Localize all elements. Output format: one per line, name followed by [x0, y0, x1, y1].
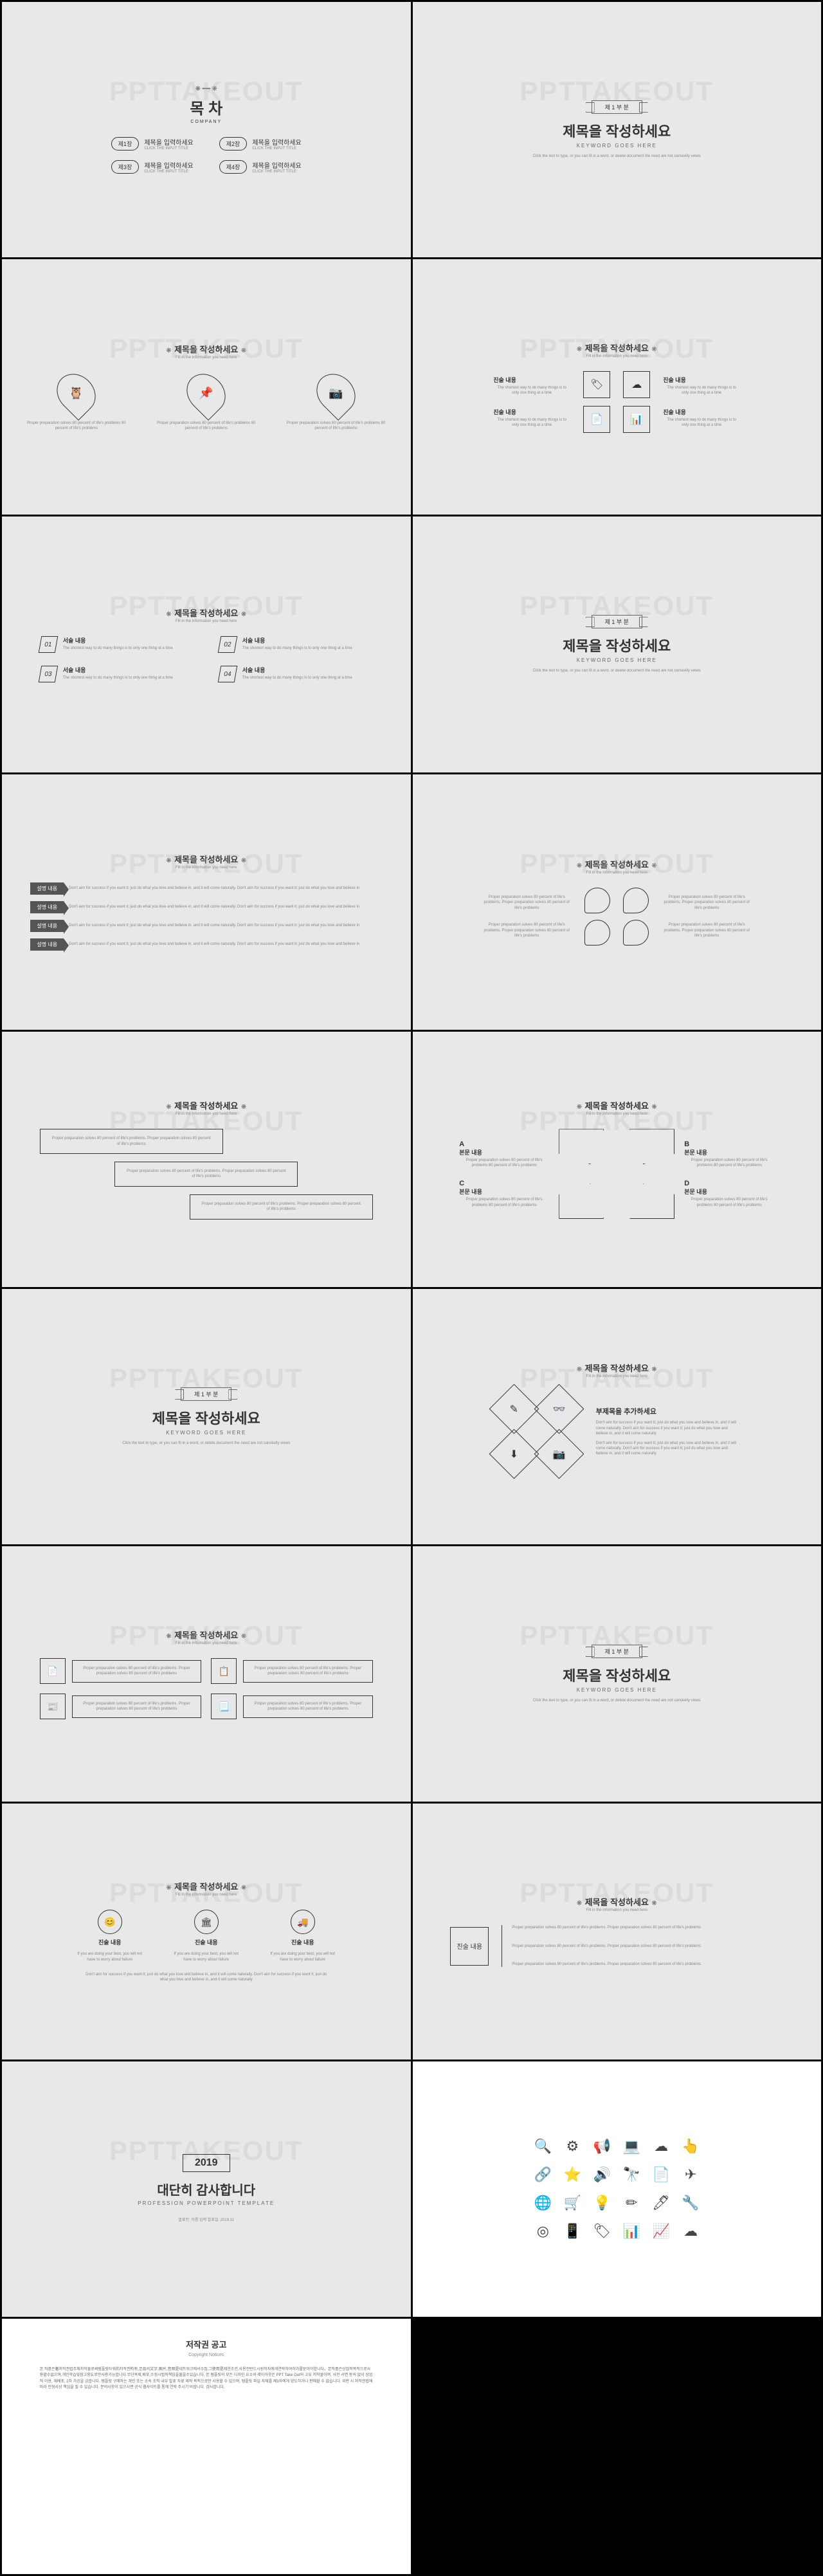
slide-blank	[413, 2319, 822, 2574]
circle-icon	[623, 920, 649, 945]
trend-icon: 📈	[652, 2223, 670, 2240]
slide-bracket: PPTTAKEOUT ❋ 제목을 작성하세요 ❋Fill in the info…	[413, 1804, 822, 2059]
thanks-title: 대단히 감사합니다	[157, 2180, 255, 2198]
copyright-title: 저작권 공고	[186, 2338, 226, 2350]
link-icon: 🔗	[534, 2166, 552, 2183]
toc-item: 제4장제목을 입력하세요CLICK THE INPUT TITLE	[219, 160, 302, 174]
tag-icon: 🏷	[593, 2223, 611, 2240]
toc-grid: 제1장제목을 입력하세요CLICK THE INPUT TITLE 제2장제목을…	[111, 137, 302, 174]
slide-steps: PPTTAKEOUT ❋ 제목을 작성하세요 ❋Fill in the info…	[2, 1032, 411, 1287]
slide-pins: PPTTAKEOUT ❋ 제목을 작성하세요 ❋Fill in the info…	[2, 259, 411, 515]
step-box: Proper preparation solves 80 percent of …	[40, 1129, 223, 1154]
icon-box: ☁	[623, 371, 650, 398]
cart-icon: 🛒	[563, 2195, 581, 2211]
icon-box: 🏷	[583, 371, 610, 398]
section-desc: Click the text to type, or you can fit i…	[533, 154, 701, 159]
diamond-icon: 👓	[534, 1384, 584, 1434]
wrench-icon: 🔧	[682, 2195, 700, 2211]
pin-icon: 🦉	[49, 366, 104, 421]
slide-thanks: PPTTAKEOUT 2019 대단히 감사합니다 PROFESSION POW…	[2, 2061, 411, 2317]
toc-sub: COMPANY	[190, 120, 222, 124]
keyword: KEYWORD GOES HERE	[577, 143, 657, 149]
bracket-box: 진술 내용	[450, 1927, 489, 1966]
step-box: Proper preparation solves 80 percent of …	[114, 1162, 298, 1187]
pencil-icon: ✏	[622, 2195, 640, 2211]
diamond-icon: ✎	[489, 1384, 539, 1434]
slide-section2: PPTTAKEOUT 제 1 부 분 제목을 작성하세요 KEYWORD GOE…	[413, 516, 822, 772]
toc-title: 목 차	[190, 96, 222, 118]
diamond-icon: ⬇	[489, 1429, 539, 1479]
slide-icons3: PPTTAKEOUT ❋ 제목을 작성하세요 ❋Fill in the info…	[2, 1804, 411, 2059]
copyright-body: 본 작품은著저작권법주체저작물로써템플릿타워的저작권所有,본品의文字,图片,音频…	[40, 2367, 373, 2391]
pin-icon: 📷	[309, 366, 363, 421]
gear-icon: ⚙	[563, 2138, 581, 2155]
ribbon: 제 1 부 분	[592, 100, 642, 114]
slide-numbered: PPTTAKEOUT ❋ 제목을 작성하세요 ❋Fill in the info…	[2, 516, 411, 772]
icon-grid: 🔍 ⚙ 📢 💻 ☁ 👆 🔗 ⭐ 🔊 🔭 📄 ✈ 🌐 🛒 💡 ✏ 🖊 🔧 ◎ 📱 …	[534, 2138, 700, 2240]
slide-abcd: PPTTAKEOUT ❋ 제목을 작성하세요 ❋Fill in the info…	[413, 1032, 822, 1287]
step-box: Proper preparation solves 80 percent of …	[190, 1194, 373, 1219]
slide-boxes: PPTTAKEOUT ❋ 제목을 작성하세요 ❋Fill in the info…	[2, 1546, 411, 1802]
cloud-icon: ☁	[652, 2138, 670, 2155]
icon-box: 📄	[583, 406, 610, 433]
year-ribbon: 2019	[183, 2154, 230, 2172]
slide-labels: PPTTAKEOUT ❋ 제목을 작성하세요 ❋Fill in the info…	[2, 774, 411, 1030]
slide-section4: PPTTAKEOUT 제 1 부 분 제목을 작성하세요 KEYWORD GOE…	[413, 1546, 822, 1802]
diamond-icon: 📷	[534, 1429, 584, 1479]
toc-item: 제3장제목을 입력하세요CLICK THE INPUT TITLE	[111, 160, 194, 174]
target-icon: ◎	[534, 2223, 552, 2240]
icon-box: 📊	[623, 406, 650, 433]
search-icon: 🔍	[534, 2138, 552, 2155]
pointer-icon: 👆	[682, 2138, 700, 2155]
toc-item: 제2장제목을 입력하세요CLICK THE INPUT TITLE	[219, 137, 302, 151]
deco: ❋ ━━ ❋	[195, 86, 217, 93]
laptop-icon: 💻	[622, 2138, 640, 2155]
slide-toc: PPTTAKEOUT ❋ ━━ ❋ 목 차 COMPANY 제1장제목을 입력하…	[2, 2, 411, 257]
document-icon: 📄	[652, 2166, 670, 2183]
toc-item: 제1장제목을 입력하세요CLICK THE INPUT TITLE	[111, 137, 194, 151]
circle-icon	[623, 888, 649, 913]
circle-icon	[584, 920, 610, 945]
pin-icon: 📌	[179, 366, 233, 421]
slide-section3: PPTTAKEOUT 제 1 부 분 제목을 작성하세요 KEYWORD GOE…	[2, 1289, 411, 1544]
arrows-cross	[559, 1129, 674, 1219]
phone-icon: 📱	[563, 2223, 581, 2240]
slide-iconrow: PPTTAKEOUT ❋ 제목을 작성하세요 ❋Fill in the info…	[413, 259, 822, 515]
pen-icon: 🖊	[652, 2195, 670, 2211]
bulb-icon: 💡	[593, 2195, 611, 2211]
cloud2-icon: ☁	[682, 2223, 700, 2240]
star-icon: ⭐	[563, 2166, 581, 2183]
plane-icon: ✈	[682, 2166, 700, 2183]
megaphone-icon: 📢	[593, 2138, 611, 2155]
slide-section: PPTTAKEOUT 제 1 부 분 제목을 작성하세요 KEYWORD GOE…	[413, 2, 822, 257]
section-title: 제목을 작성하세요	[563, 120, 671, 141]
slide-diamonds: PPTTAKEOUT ❋ 제목을 작성하세요 ❋Fill in the info…	[413, 1289, 822, 1544]
ribbon: 제 1 부 분	[592, 615, 642, 628]
pin-row: 🦉Proper preparation solves 80 percent of…	[21, 372, 392, 432]
slide-circles: PPTTAKEOUT ❋ 제목을 작성하세요 ❋Fill in the info…	[413, 774, 822, 1030]
telescope-icon: 🔭	[622, 2166, 640, 2183]
globe-icon: 🌐	[534, 2195, 552, 2211]
slide-copyright: 저작권 공고 Copyright Notices 본 작품은著저작권법주체저작물…	[2, 2319, 411, 2574]
slide-icon-grid: 🔍 ⚙ 📢 💻 ☁ 👆 🔗 ⭐ 🔊 🔭 📄 ✈ 🌐 🛒 💡 ✏ 🖊 🔧 ◎ 📱 …	[413, 2061, 822, 2317]
speaker-icon: 🔊	[593, 2166, 611, 2183]
chart-icon: 📊	[622, 2223, 640, 2240]
circle-icon	[584, 888, 610, 913]
